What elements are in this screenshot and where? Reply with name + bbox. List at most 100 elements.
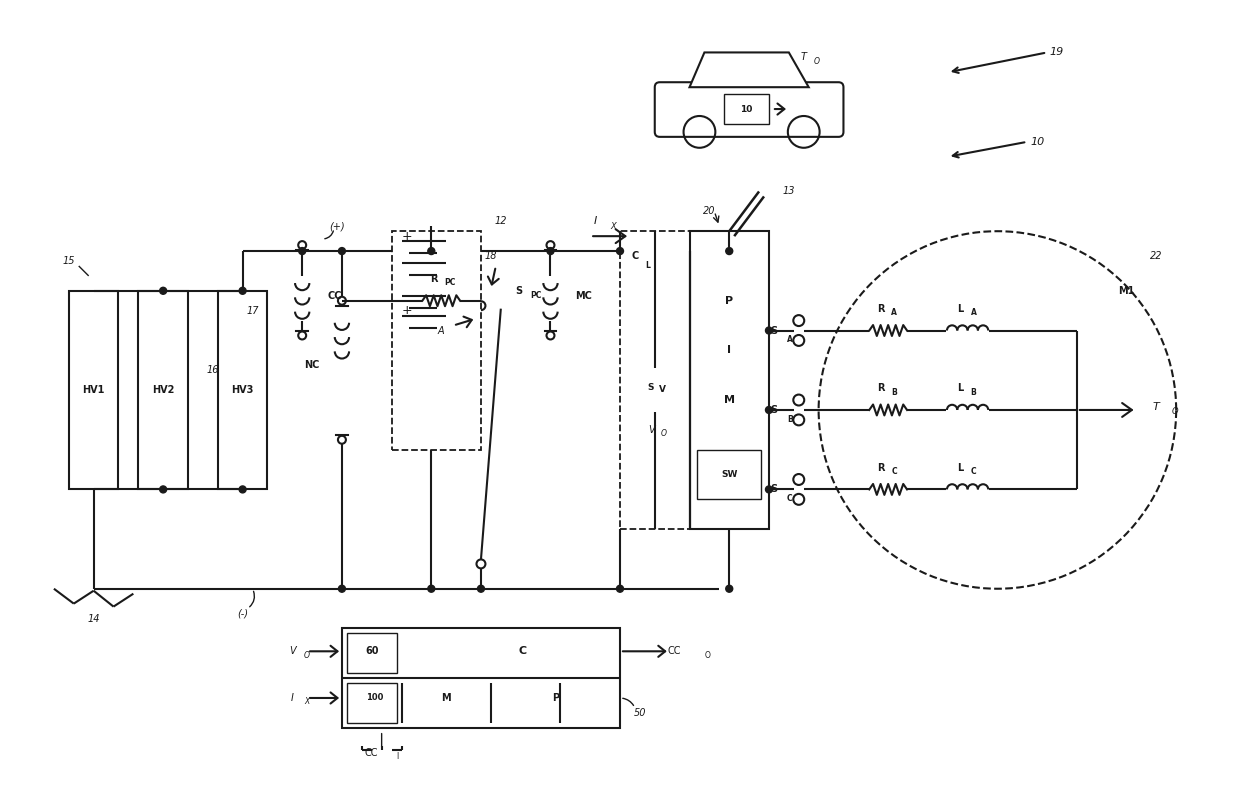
Text: CC: CC [327,291,341,301]
Text: S: S [516,286,523,296]
Text: (-): (-) [237,608,248,619]
Bar [68,291,119,489]
Text: 13: 13 [782,186,795,197]
Bar [347,633,397,673]
Text: C: C [518,646,527,656]
Text: O: O [813,57,820,66]
Text: M1: M1 [1118,286,1135,296]
Text: P: P [552,693,559,703]
Bar [724,94,769,124]
Circle shape [160,288,166,294]
Circle shape [299,248,306,254]
Bar [392,231,481,450]
Text: 17: 17 [247,305,259,316]
Bar [620,231,689,529]
Text: 22: 22 [1149,251,1163,261]
Text: 15: 15 [62,256,76,266]
Text: 14: 14 [87,613,100,624]
Text: +: + [402,230,412,243]
Text: V: V [289,646,295,656]
Text: S: S [770,405,777,415]
Text: O: O [1172,407,1178,416]
Circle shape [239,288,246,294]
Text: L: L [957,304,963,313]
Bar [347,683,397,723]
Text: 18: 18 [485,251,497,261]
Text: (+): (+) [329,221,345,231]
Bar [689,231,769,529]
Text: X: X [304,697,310,706]
Bar [218,291,268,489]
Text: C: C [787,494,792,503]
Text: S: S [647,382,653,391]
Circle shape [239,486,246,493]
Text: R: R [877,383,884,393]
Circle shape [616,586,624,592]
Text: 10: 10 [740,104,753,113]
Bar [139,291,188,489]
Text: I: I [594,216,596,226]
Bar [697,450,761,499]
Circle shape [339,248,346,254]
Text: O: O [661,429,667,438]
Text: L: L [957,463,963,472]
Text: L: L [645,261,650,270]
Text: 19: 19 [1050,48,1064,58]
Text: V: V [658,385,666,394]
Text: I: I [727,345,732,356]
Text: A: A [787,335,792,344]
Circle shape [547,248,554,254]
Text: I: I [397,752,399,761]
Text: CC: CC [365,748,378,757]
Text: 10: 10 [1030,137,1044,147]
Text: S: S [770,326,777,335]
Text: O: O [304,650,310,660]
Circle shape [725,586,733,592]
Text: O: O [704,650,711,660]
FancyBboxPatch shape [655,83,843,137]
Text: HV2: HV2 [153,385,175,395]
Text: S: S [770,484,777,494]
Text: M: M [441,693,451,703]
Text: HV1: HV1 [82,385,105,395]
Bar [342,629,620,727]
Polygon shape [689,53,808,87]
Text: 20: 20 [703,207,715,216]
Circle shape [160,486,166,493]
Circle shape [428,248,435,254]
Circle shape [477,586,485,592]
Text: SW: SW [720,470,738,479]
Text: NC: NC [305,360,320,370]
Text: +: + [402,304,412,318]
Text: A: A [438,326,445,335]
Text: L: L [957,383,963,393]
Text: R: R [877,463,884,472]
Circle shape [428,586,435,592]
Text: P: P [725,296,733,305]
Circle shape [339,586,346,592]
Text: 50: 50 [634,708,646,718]
Text: C: C [892,467,897,476]
Text: A: A [892,308,897,318]
Circle shape [616,248,624,254]
Text: CC: CC [668,646,681,656]
Text: MC: MC [575,291,593,301]
Text: C: C [971,467,976,476]
Text: 16: 16 [207,365,219,375]
Text: PC: PC [531,292,542,301]
Text: T: T [1153,402,1159,412]
Circle shape [765,486,773,493]
Text: X: X [610,222,616,231]
Text: V: V [649,424,655,435]
Text: B: B [971,388,976,397]
Text: B: B [787,415,792,424]
Text: B: B [892,388,897,397]
Text: 60: 60 [365,646,378,656]
Circle shape [765,327,773,334]
Text: T: T [801,53,807,62]
Text: HV3: HV3 [232,385,254,395]
Circle shape [725,248,733,254]
Text: PC: PC [444,279,455,288]
Circle shape [765,407,773,413]
Text: R: R [877,304,884,313]
